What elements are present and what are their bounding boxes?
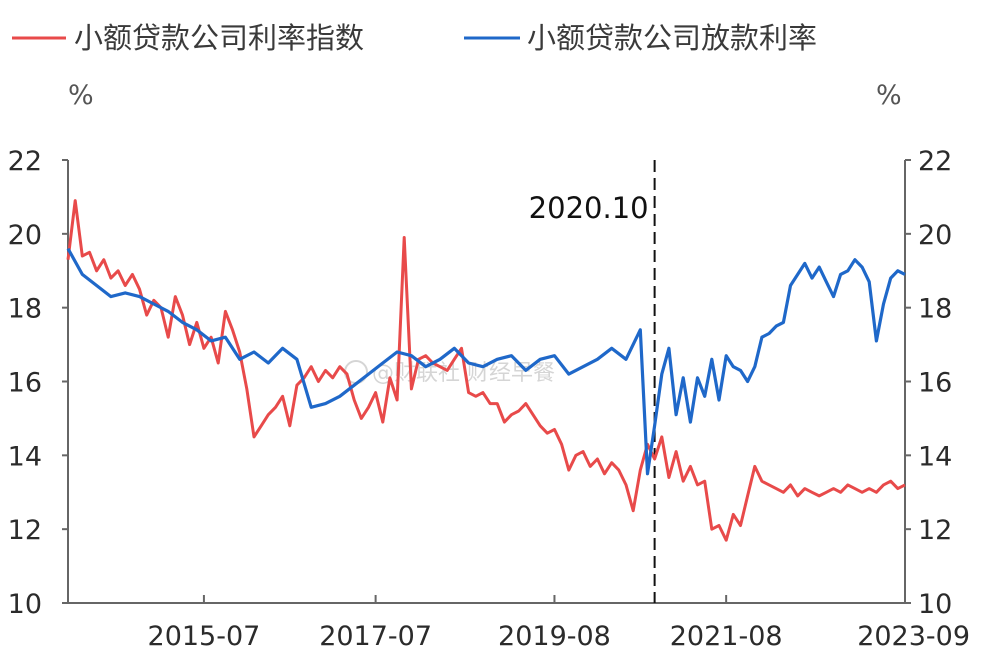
- left-y-tick-label: 12: [8, 515, 42, 546]
- right-axis-unit: %: [876, 80, 902, 111]
- left-axis-unit: %: [68, 80, 94, 111]
- left-y-tick-label: 10: [8, 589, 42, 620]
- x-tick-label: 2017-07: [319, 621, 432, 652]
- x-ticks: 2015-07 2017-07 2019-08 2021-08 2023-09: [148, 595, 970, 652]
- annotation-label-2020-10: 2020.10: [529, 191, 649, 225]
- left-y-tick-label: 16: [8, 368, 42, 399]
- right-y-tick-label: 10: [918, 589, 952, 620]
- right-y-tick-label: 18: [918, 294, 952, 325]
- x-tick-label: 2019-08: [498, 621, 611, 652]
- left-y-ticks: 10 12 14 16 18 20 22: [8, 146, 68, 620]
- left-y-tick-label: 20: [8, 220, 42, 251]
- x-tick-label: 2023-09: [857, 621, 970, 652]
- x-tick-label: 2015-07: [148, 621, 261, 652]
- left-y-tick-label: 14: [8, 441, 42, 472]
- left-y-tick-label: 22: [8, 146, 42, 177]
- series-line-lending-rate: [66, 247, 906, 476]
- right-y-tick-label: 20: [918, 220, 952, 251]
- left-y-tick-label: 18: [8, 294, 42, 325]
- legend-label-lending-rate: 小额贷款公司放款利率: [527, 21, 817, 55]
- right-y-tick-label: 12: [918, 515, 952, 546]
- right-y-tick-label: 22: [918, 146, 952, 177]
- right-y-ticks: 10 12 14 16 18 20 22: [905, 146, 952, 620]
- series-line-rate-index: [66, 199, 906, 542]
- right-y-tick-label: 14: [918, 441, 952, 472]
- legend-label-rate-index: 小额贷款公司利率指数: [74, 21, 364, 55]
- x-tick-label: 2021-08: [670, 621, 783, 652]
- legend: 小额贷款公司利率指数 小额贷款公司放款利率: [12, 21, 817, 55]
- right-y-tick-label: 16: [918, 368, 952, 399]
